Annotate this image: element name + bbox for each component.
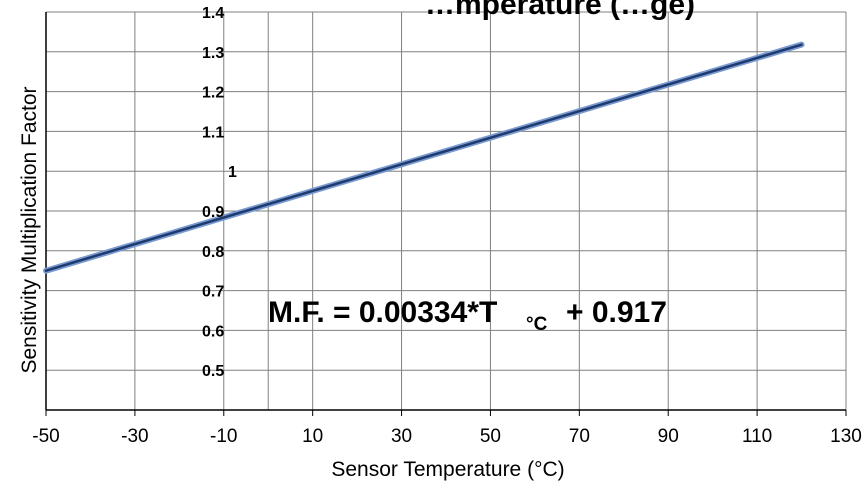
x-axis-label: Sensor Temperature (°C) bbox=[331, 458, 564, 481]
series-line bbox=[44, 43, 803, 272]
y-tick-label: 1.4 bbox=[202, 5, 224, 22]
axes bbox=[45, 12, 847, 416]
x-tick-label: -10 bbox=[210, 426, 237, 447]
y-tick-label: 0.9 bbox=[202, 204, 224, 221]
y-tick-label: 0.7 bbox=[202, 284, 224, 301]
equation-suffix: + 0.917 bbox=[566, 296, 667, 329]
y-tick-label: 1.2 bbox=[202, 85, 224, 102]
y-tick-labels: 0.5 0.6 0.7 0.8 0.9 1 1.1 1.2 1.3 1.4 bbox=[202, 5, 237, 380]
equation-prefix: M.F. = 0.00334*T bbox=[268, 296, 497, 329]
y-axis-label: Sensitivity Multiplication Factor bbox=[18, 86, 41, 373]
y-tick-label: 0.8 bbox=[202, 244, 224, 261]
y-tick-label: 1 bbox=[228, 164, 237, 181]
equation-annotation: M.F. = 0.00334*T °C + 0.917 bbox=[268, 296, 667, 335]
y-tick-label: 1.3 bbox=[202, 45, 224, 62]
x-tick-label: -30 bbox=[121, 426, 148, 447]
x-tick-label: 130 bbox=[830, 426, 862, 447]
y-tick-label: 0.5 bbox=[202, 363, 224, 380]
y-tick-label: 0.6 bbox=[202, 323, 224, 340]
series bbox=[43, 41, 805, 274]
x-tick-label: 30 bbox=[391, 426, 412, 447]
chart-title: …mperature (…ge) bbox=[425, 0, 695, 21]
grid bbox=[45, 11, 847, 410]
x-tick-label: 10 bbox=[302, 426, 323, 447]
y-tick-label: 1.1 bbox=[202, 124, 224, 141]
equation-unit: °C bbox=[526, 314, 548, 335]
x-tick-labels: -50 -30 -10 10 30 50 70 90 110 130 bbox=[32, 426, 862, 447]
x-tick-label: 50 bbox=[480, 426, 501, 447]
x-tick-label: 110 bbox=[742, 426, 772, 447]
x-tick-label: -50 bbox=[32, 426, 59, 447]
x-tick-label: 90 bbox=[658, 426, 679, 447]
x-tick-label: 70 bbox=[569, 426, 590, 447]
